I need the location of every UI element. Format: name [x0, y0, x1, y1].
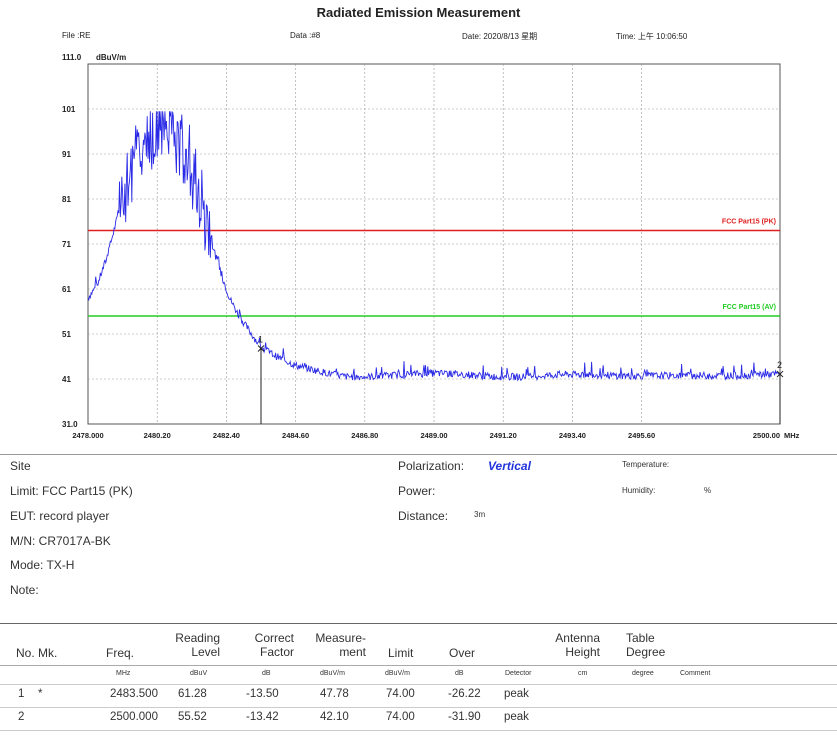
col-header-no-mk: No. Mk. — [16, 646, 58, 660]
col-header-antenna: Antenna Height — [555, 631, 600, 659]
col-header-table-degree: Table Degree — [626, 631, 666, 659]
limit-lines: FCC Part15 (PK) FCC Part15 (AV) — [88, 219, 780, 317]
cell-correct: -13.50 — [246, 688, 279, 700]
limit-label: FCC Part15 (PK) — [722, 219, 776, 226]
cell-detector: peak — [504, 711, 529, 723]
date-label: Date: 2020/8/13 星期 — [462, 32, 538, 41]
marker-cross — [776, 370, 784, 378]
unit-correct: dB — [262, 670, 271, 677]
unit-comment: Comment — [680, 670, 711, 677]
col-header-freq: Freq. — [106, 646, 135, 660]
y-tick-label: 41 — [62, 375, 71, 384]
distance-value: 3m — [474, 510, 486, 519]
marker-cross — [257, 345, 265, 352]
col-header-limit: Limit — [388, 646, 414, 660]
mode-label: Mode: TX-H — [10, 558, 75, 572]
cell-freq: 2483.500 — [110, 688, 158, 700]
unit-antenna: cm — [578, 670, 588, 677]
unit-over: dB — [455, 670, 464, 677]
col-header-correct: Correct Factor — [254, 631, 294, 659]
cell-detector: peak — [504, 688, 529, 700]
x-tick-label: 2489.00 — [420, 431, 447, 440]
unit-freq: MHz — [116, 670, 131, 677]
col-header-measurement: Measure- ment — [315, 631, 366, 659]
page-title: Radiated Emission Measurement — [316, 5, 521, 20]
eut-label: EUT: record player — [10, 509, 110, 523]
x-tick-label: 2500.00 — [753, 431, 780, 440]
humidity-unit: % — [704, 486, 712, 495]
humidity-label: Humidity: — [622, 486, 656, 495]
marker-label: 2 — [777, 360, 782, 370]
limit-label: FCC Part15 (AV) — [722, 304, 776, 311]
x-tick-label: 2478.000 — [72, 431, 103, 440]
markers: 12 — [257, 334, 784, 424]
time-label: Time: 上午 10:06:50 — [616, 32, 688, 41]
cell-correct: -13.42 — [246, 711, 279, 723]
cell-mk: * — [38, 688, 43, 700]
y-tick-label: 91 — [62, 150, 71, 159]
mn-label: M/N: CR7017A-BK — [10, 534, 111, 548]
y-axis-unit: dBuV/m — [96, 53, 127, 62]
cell-freq: 2500.000 — [110, 711, 158, 723]
x-tick-label: 2482.40 — [213, 431, 240, 440]
cell-limit: 74.00 — [386, 711, 415, 723]
x-tick-label: 2493.40 — [559, 431, 586, 440]
cell-measure: 47.78 — [320, 688, 349, 700]
col-header-reading: Reading Level — [175, 631, 220, 659]
cell-over: -26.22 — [448, 688, 481, 700]
note-label: Note: — [10, 583, 39, 597]
distance-label: Distance: — [398, 509, 449, 523]
polarization-value: Vertical — [488, 459, 531, 473]
cell-measure: 42.10 — [320, 711, 349, 723]
y-tick-label: 101 — [62, 105, 76, 114]
cell-no: 2 — [18, 711, 25, 723]
col-header-over: Over — [449, 646, 476, 660]
x-tick-label: 2491.20 — [490, 431, 517, 440]
y-axis-top-label: 111.0 — [62, 53, 82, 62]
cell-no: 1 — [18, 688, 25, 700]
site-label: Site — [10, 459, 31, 473]
limit-label: Limit: FCC Part15 (PK) — [10, 484, 133, 498]
data-label: Data :#8 — [290, 31, 321, 40]
marker-label: 1 — [258, 334, 263, 344]
emission-chart: 101 91 81 71 61 51 41 31.0 2478.000 2480.20 2482.… — [62, 63, 800, 440]
cell-over: -31.90 — [448, 711, 481, 723]
unit-table-degree: degree — [632, 670, 654, 677]
unit-detector: Detector — [505, 670, 532, 677]
y-tick-label: 81 — [62, 195, 71, 204]
power-label: Power: — [398, 484, 436, 498]
grid — [88, 64, 780, 424]
cell-reading: 61.28 — [178, 688, 207, 700]
x-tick-label: 2486.80 — [351, 431, 378, 440]
x-tick-label: 2480.20 — [144, 431, 171, 440]
cell-reading: 55.52 — [178, 711, 207, 723]
cell-limit: 74.00 — [386, 688, 415, 700]
unit-reading: dBuV — [190, 670, 208, 677]
y-tick-labels: 101 91 81 71 61 51 41 31.0 — [62, 105, 78, 429]
file-label: File :RE — [62, 31, 91, 40]
x-tick-labels: 2478.000 2480.20 2482.40 2484.60 2486.80 2489… — [72, 431, 799, 440]
y-tick-label: 31.0 — [62, 420, 78, 429]
unit-limit: dBuV/m — [385, 670, 410, 677]
x-tick-label: 2484.60 — [282, 431, 309, 440]
temperature-label: Temperature: — [622, 460, 670, 469]
unit-measure: dBuV/m — [320, 670, 345, 677]
y-tick-label: 71 — [62, 240, 71, 249]
y-tick-label: 51 — [62, 330, 71, 339]
polarization-label: Polarization: — [398, 459, 465, 473]
emission-trace — [87, 111, 781, 382]
x-tick-label: 2495.60 — [628, 431, 655, 440]
y-tick-label: 61 — [62, 285, 71, 294]
x-axis-unit: MHz — [784, 431, 800, 440]
